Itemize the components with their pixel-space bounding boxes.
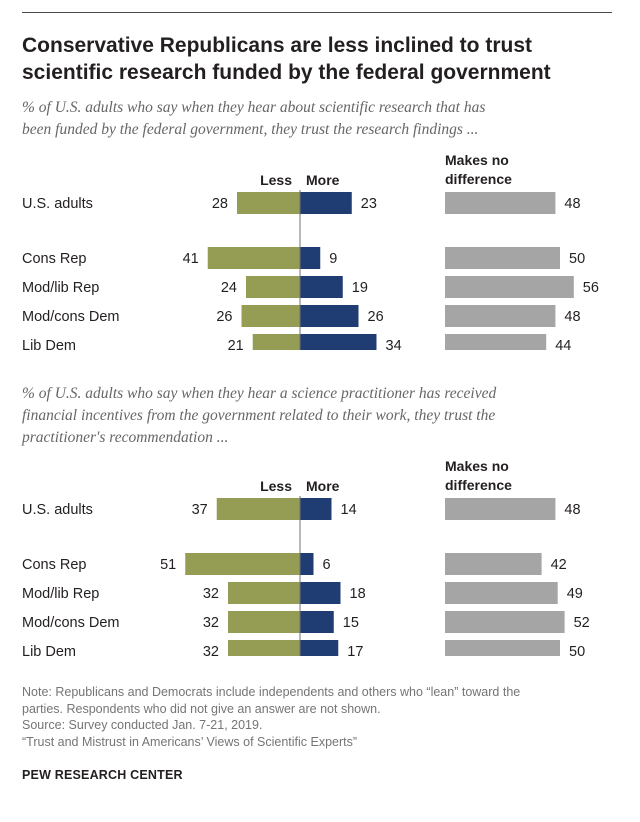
category-label-cons-rep: Cons Rep: [22, 557, 86, 573]
value-less-u-s-adults: 28: [212, 196, 228, 212]
source-line: Source: Survey conducted Jan. 7-21, 2019…: [22, 718, 263, 732]
category-label-cons-rep: Cons Rep: [22, 251, 86, 267]
bar-no-difference-mod-lib-rep: [445, 276, 574, 298]
category-label-mod-cons-dem: Mod/cons Dem: [22, 309, 120, 325]
value-more-cons-rep: 6: [323, 557, 331, 573]
bar-no-difference-lib-dem: [445, 640, 560, 656]
value-more-mod-cons-dem: 15: [343, 615, 359, 631]
chart-financial-incentives: Less More Makes no difference U.S. adults 37 1…: [0, 456, 640, 656]
value-more-lib-dem: 17: [347, 644, 363, 656]
bar-more-mod-lib-rep: [300, 582, 341, 604]
bar-more-mod-cons-dem: [300, 611, 334, 633]
value-less-cons-rep: 51: [160, 557, 176, 573]
category-label-u-s-adults: U.S. adults: [22, 502, 93, 518]
org-name: PEW RESEARCH CENTER: [22, 768, 183, 782]
legend-less: Less: [260, 172, 292, 188]
subtitle-2-line-2: financial incentives from the government…: [22, 407, 496, 424]
value-less-mod-cons-dem: 32: [203, 615, 219, 631]
category-label-mod-cons-dem: Mod/cons Dem: [22, 615, 120, 631]
legend-more: More: [306, 478, 340, 494]
value-no-difference-lib-dem: 44: [555, 338, 571, 350]
bar-more-u-s-adults: [300, 498, 332, 520]
bar-no-difference-cons-rep: [445, 553, 542, 575]
value-no-difference-u-s-adults: 48: [564, 196, 580, 212]
value-no-difference-mod-cons-dem: 52: [574, 615, 590, 631]
value-more-mod-cons-dem: 26: [368, 309, 384, 325]
chart-financial-incentives-svg: Less More Makes no difference U.S. adults 37 1…: [22, 458, 590, 656]
value-less-mod-lib-rep: 32: [203, 586, 219, 602]
value-less-lib-dem: 32: [203, 644, 219, 656]
title-line-2: scientific research funded by the federa…: [22, 61, 551, 84]
report-title: “Trust and Mistrust in Americans’ Views …: [22, 734, 358, 749]
note-line-2: parties. Respondents who did not give an…: [22, 701, 381, 716]
legend-no-difference-line-1: Makes no: [445, 458, 509, 474]
chart-funded-research-svg: Less More Makes no difference U.S. adults 28 2…: [22, 152, 599, 350]
note-line-1: Note: Republicans and Democrats include …: [22, 685, 521, 699]
value-less-mod-lib-rep: 24: [221, 280, 237, 296]
subtitle-2-line-1: % of U.S. adults who say when they hear …: [22, 385, 497, 402]
value-less-mod-cons-dem: 26: [216, 309, 232, 325]
legend-no-difference-line-1: Makes no: [445, 152, 509, 168]
bar-no-difference-mod-lib-rep: [445, 582, 558, 604]
bar-no-difference-mod-cons-dem: [445, 305, 556, 327]
category-label-u-s-adults: U.S. adults: [22, 196, 93, 212]
legend-less: Less: [260, 478, 292, 494]
value-no-difference-cons-rep: 50: [569, 251, 585, 267]
subtitle-1-line-2: been funded by the federal government, t…: [22, 121, 479, 138]
value-no-difference-mod-cons-dem: 48: [564, 309, 580, 325]
bar-no-difference-u-s-adults: [445, 498, 556, 520]
bar-more-mod-cons-dem: [300, 305, 359, 327]
title-line-1: Conservative Republicans are less inclin…: [22, 34, 532, 57]
bar-no-difference-u-s-adults: [445, 192, 556, 214]
bar-more-u-s-adults: [300, 192, 352, 214]
bar-less-cons-rep: [185, 553, 300, 575]
bar-more-cons-rep: [300, 247, 321, 269]
bar-more-lib-dem: [300, 334, 377, 350]
bar-more-mod-lib-rep: [300, 276, 343, 298]
subtitle-1-line-1: % of U.S. adults who say when they hear …: [22, 99, 486, 116]
bar-less-cons-rep: [207, 247, 300, 269]
bar-less-u-s-adults: [216, 498, 300, 520]
value-more-mod-lib-rep: 19: [352, 280, 368, 296]
chart-title: Conservative Republicans are less inclin…: [22, 32, 622, 86]
bar-less-mod-cons-dem: [228, 611, 300, 633]
category-label-mod-lib-rep: Mod/lib Rep: [22, 586, 99, 602]
value-more-u-s-adults: 14: [341, 502, 357, 518]
chart-funded-research: Less More Makes no difference U.S. adults 28 2…: [0, 150, 640, 350]
value-more-u-s-adults: 23: [361, 196, 377, 212]
subtitle-2: % of U.S. adults who say when they hear …: [22, 383, 622, 449]
bar-more-lib-dem: [300, 640, 339, 656]
value-no-difference-mod-lib-rep: 56: [583, 280, 599, 296]
bar-less-lib-dem: [252, 334, 300, 350]
value-more-mod-lib-rep: 18: [350, 586, 366, 602]
subtitle-1: % of U.S. adults who say when they hear …: [22, 97, 622, 141]
bar-no-difference-mod-cons-dem: [445, 611, 565, 633]
bar-no-difference-lib-dem: [445, 334, 547, 350]
value-more-lib-dem: 34: [386, 338, 402, 350]
bar-less-u-s-adults: [237, 192, 300, 214]
category-label-lib-dem: Lib Dem: [22, 338, 76, 350]
value-less-lib-dem: 21: [228, 338, 244, 350]
top-rule: [22, 12, 612, 13]
bar-no-difference-cons-rep: [445, 247, 560, 269]
value-less-u-s-adults: 37: [192, 502, 208, 518]
legend-no-difference-line-2: difference: [445, 171, 512, 187]
value-no-difference-u-s-adults: 48: [564, 502, 580, 518]
value-more-cons-rep: 9: [329, 251, 337, 267]
category-label-mod-lib-rep: Mod/lib Rep: [22, 280, 99, 296]
legend-more: More: [306, 172, 340, 188]
value-less-cons-rep: 41: [183, 251, 199, 267]
subtitle-2-line-3: practitioner's recommendation ...: [22, 429, 229, 446]
bar-less-mod-cons-dem: [241, 305, 300, 327]
bar-more-cons-rep: [300, 553, 314, 575]
category-label-lib-dem: Lib Dem: [22, 644, 76, 656]
notes: Note: Republicans and Democrats include …: [22, 684, 622, 750]
value-no-difference-cons-rep: 42: [551, 557, 567, 573]
legend-no-difference-line-2: difference: [445, 477, 512, 493]
bar-less-mod-lib-rep: [228, 582, 300, 604]
value-no-difference-lib-dem: 50: [569, 644, 585, 656]
bar-less-lib-dem: [228, 640, 300, 656]
value-no-difference-mod-lib-rep: 49: [567, 586, 583, 602]
bar-less-mod-lib-rep: [246, 276, 300, 298]
